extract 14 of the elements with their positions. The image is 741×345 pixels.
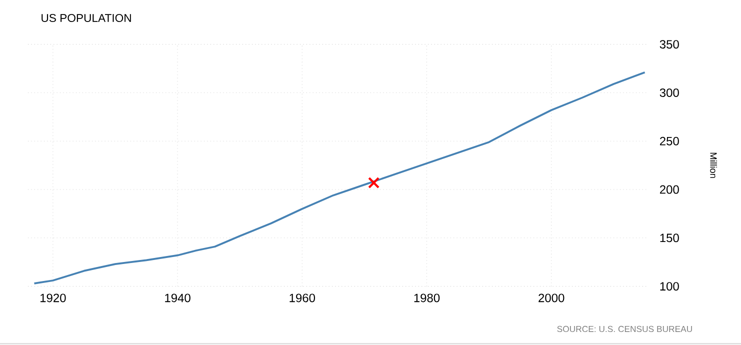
source-note: SOURCE: U.S. CENSUS BUREAU <box>557 326 692 332</box>
x-tick-label: 1920 <box>40 294 66 302</box>
y-tick-label: 300 <box>660 88 679 97</box>
y-tick-label: 100 <box>660 282 679 291</box>
chart-title: US POPULATION <box>42 14 131 22</box>
x-tick-label: 1960 <box>290 294 316 302</box>
x-tick-label: 2000 <box>538 294 564 302</box>
y-tick-label: 350 <box>660 40 679 49</box>
x-tick-label: 1980 <box>414 294 440 302</box>
y-tick-label: 250 <box>660 136 679 146</box>
y-tick-label: 200 <box>660 185 679 194</box>
x-tick-label: 1940 <box>165 294 190 302</box>
y-axis-title: Million <box>710 152 717 178</box>
y-tick-label: 150 <box>660 234 679 242</box>
